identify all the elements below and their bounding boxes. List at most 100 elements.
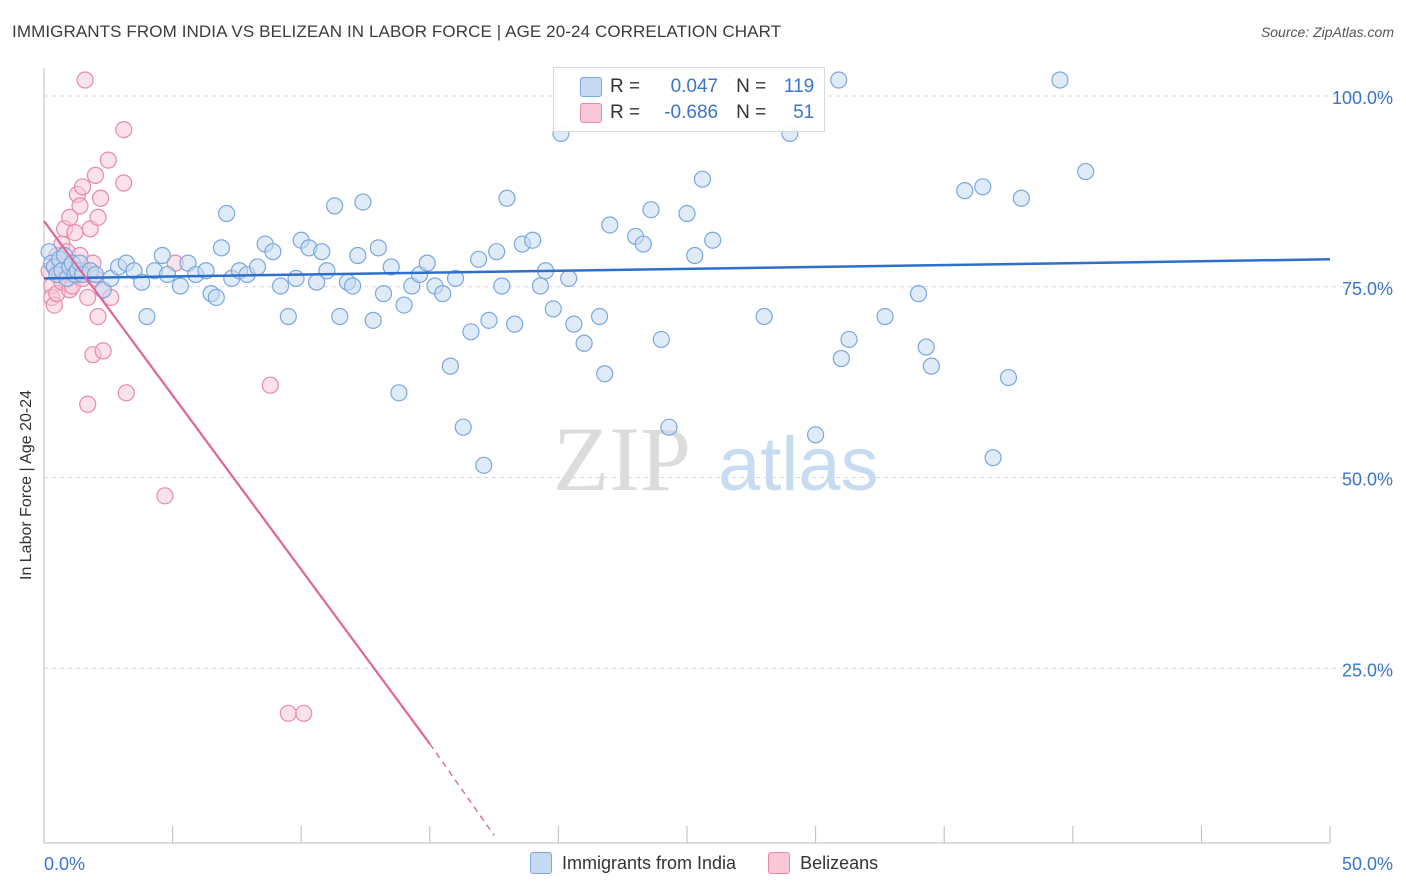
india-point <box>475 456 493 474</box>
india-point <box>344 277 362 295</box>
india-point <box>462 323 480 341</box>
india-point <box>434 285 452 303</box>
india-point <box>138 307 156 326</box>
india-trend-line <box>43 258 1331 280</box>
legend-r-label: R = <box>610 102 641 123</box>
legend-n-label: N = <box>736 76 767 97</box>
india-point <box>287 269 305 287</box>
watermark-atlas: atlas <box>718 422 879 507</box>
belize-point <box>79 288 97 307</box>
india-point <box>544 300 562 318</box>
india-point <box>642 201 660 219</box>
belize-point <box>66 224 84 242</box>
india-point <box>840 330 858 349</box>
india-point <box>364 311 382 329</box>
india-point <box>158 265 177 284</box>
belize-point <box>71 197 89 215</box>
india-point <box>382 258 400 276</box>
india-point <box>248 258 267 276</box>
india-point <box>86 265 105 284</box>
india-point <box>454 418 472 436</box>
india-points <box>40 71 1095 474</box>
india-point <box>395 296 413 314</box>
belize-point <box>79 395 97 413</box>
india-point <box>806 426 825 444</box>
belize-trend-line <box>43 220 431 745</box>
india-point <box>660 418 678 436</box>
india-point <box>999 368 1018 387</box>
india-point <box>318 262 336 280</box>
belize-point <box>115 120 133 139</box>
india-point <box>693 170 712 188</box>
india-point <box>326 197 344 215</box>
india-point <box>498 189 516 207</box>
india-point <box>1077 162 1095 181</box>
india-point <box>470 250 488 268</box>
gridlines <box>44 95 1395 669</box>
india-point <box>354 193 372 211</box>
belize-point <box>156 487 174 505</box>
india-point <box>272 277 290 295</box>
india-point <box>830 71 848 89</box>
india-point <box>218 204 236 223</box>
india-point <box>331 307 349 326</box>
legend-n-value-belize: 51 <box>793 102 815 123</box>
india-point <box>171 277 189 295</box>
legend-row-india: R = 0.047 N = 119 <box>580 75 814 99</box>
legend-label-india: Immigrants from India <box>562 852 737 873</box>
india-point <box>207 288 225 307</box>
india-point <box>493 277 511 295</box>
india-point <box>264 243 282 261</box>
x-tick-label: 0.0% <box>44 854 85 874</box>
india-point <box>446 269 465 287</box>
india-point <box>678 204 696 223</box>
belize-point <box>115 174 133 192</box>
india-point <box>634 235 652 253</box>
tick-labels: 100.0% 75.0% 50.0% 25.0% 0.0% 50.0% <box>44 88 1393 874</box>
legend-n-label: N = <box>736 102 767 123</box>
legend-r-value-belize: -0.686 <box>664 102 719 123</box>
india-point <box>974 178 992 196</box>
india-point <box>922 357 940 375</box>
legend-item-belize[interactable]: Belizeans <box>768 852 878 874</box>
india-point <box>560 269 578 287</box>
belize-point <box>94 342 112 360</box>
belize-point <box>89 307 107 326</box>
india-point <box>488 243 506 261</box>
india-point <box>374 285 393 303</box>
india-point <box>524 231 542 249</box>
india-point <box>212 239 231 257</box>
belize-point <box>89 208 107 226</box>
legend-r-label: R = <box>610 76 641 97</box>
india-point <box>369 239 387 257</box>
legend-swatch-belize <box>768 852 791 874</box>
legend-item-india[interactable]: Immigrants from India <box>530 852 736 874</box>
india-point <box>441 357 459 375</box>
belize-point <box>117 384 135 402</box>
india-point <box>984 449 1002 467</box>
source-label: Source: ZipAtlas.com <box>1260 24 1394 40</box>
legend-swatch-belize <box>580 103 602 123</box>
india-point <box>917 338 935 356</box>
axes <box>43 68 1331 844</box>
india-point <box>1051 71 1069 89</box>
india-point <box>596 365 614 383</box>
india-point <box>652 330 670 349</box>
india-point <box>755 307 773 326</box>
trend-lines <box>43 220 1331 836</box>
belize-point <box>76 71 94 89</box>
legend-swatch-india <box>530 852 552 874</box>
belize-point <box>86 166 105 184</box>
belize-point <box>99 151 117 169</box>
india-point <box>390 384 408 402</box>
belize-point <box>61 208 79 226</box>
india-point <box>565 315 583 333</box>
belize-point <box>295 704 313 722</box>
chart-title: IMMIGRANTS FROM INDIA VS BELIZEAN IN LAB… <box>12 22 782 41</box>
legend-swatch-india <box>580 77 602 97</box>
belize-point <box>91 189 110 207</box>
legend-label-belize: Belizeans <box>800 852 879 873</box>
india-point <box>506 315 524 333</box>
y-tick-label: 100.0% <box>1332 88 1393 108</box>
india-point <box>531 277 549 295</box>
